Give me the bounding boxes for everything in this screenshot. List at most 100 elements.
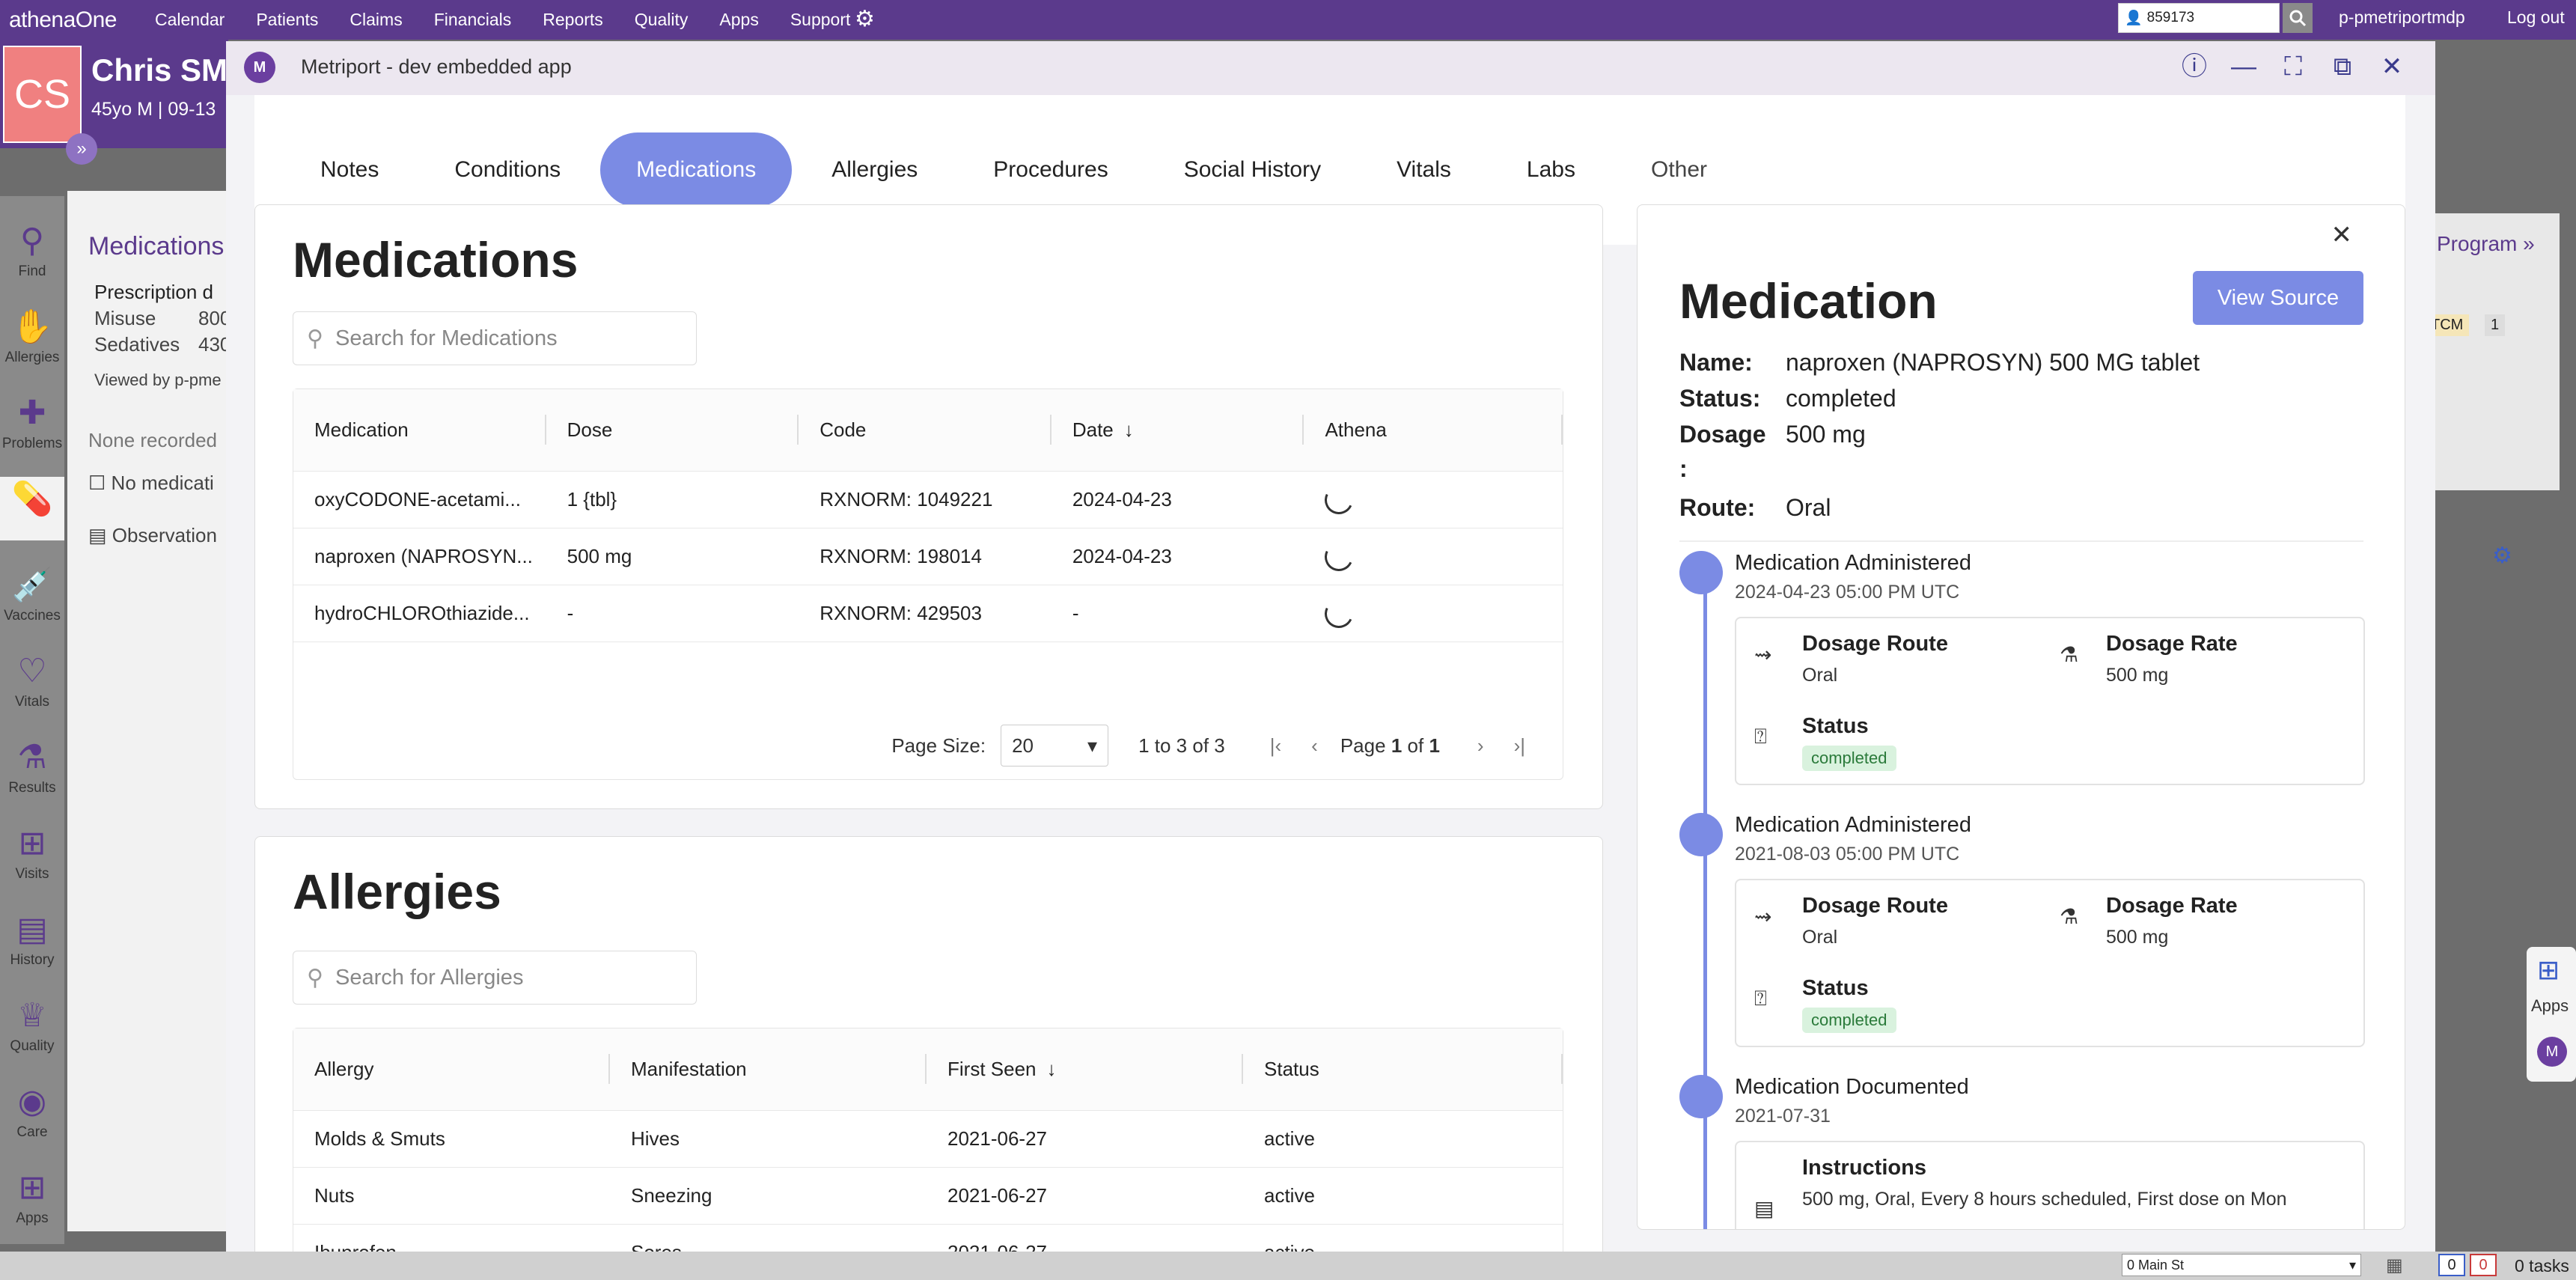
col-code[interactable]: Code — [799, 389, 1052, 471]
popout-icon[interactable]: ⧉ — [2333, 52, 2352, 81]
rail-history[interactable]: ▤ History — [0, 907, 64, 969]
rail-find[interactable]: ⚲ Find — [0, 219, 64, 280]
bg-gear-icon[interactable]: ⚙ — [2492, 543, 2512, 568]
logout-link[interactable]: Log out — [2507, 7, 2565, 27]
calendar-icon[interactable]: ▦ — [2386, 1255, 2403, 1276]
athena-logo[interactable]: athenaOne — [9, 7, 117, 32]
rail-problems[interactable]: ✚ Problems — [0, 391, 64, 452]
rail-allergies[interactable]: ✋ Allergies — [0, 305, 64, 366]
tab-conditions[interactable]: Conditions — [454, 157, 561, 182]
timeline-dot — [1679, 1075, 1723, 1118]
route-label: Route: — [1679, 494, 1756, 521]
patient-search-input[interactable]: 👤 859173 — [2118, 3, 2280, 33]
page-size-select[interactable]: 20 ▾ — [1001, 725, 1109, 767]
tasks-count[interactable]: 0 tasks — [2515, 1256, 2569, 1276]
nav-apps[interactable]: Apps — [719, 10, 759, 29]
rail-vaccines[interactable]: 💉 Vaccines — [0, 563, 64, 624]
patient-avatar[interactable]: CS — [3, 46, 82, 143]
col-athena[interactable]: Athena — [1304, 389, 1563, 471]
allergies-heading: Allergies — [293, 864, 501, 919]
medications-heading: Medications — [293, 232, 579, 287]
loading-spinner-icon — [1321, 595, 1358, 632]
nav-support[interactable]: Support — [790, 10, 851, 29]
medication-dosage: 500 mg — [1786, 421, 1866, 448]
last-page-icon[interactable]: ›| — [1513, 734, 1525, 757]
bg-viewed-by: Viewed by p-pme — [94, 371, 222, 389]
col-date[interactable]: Date ↓ — [1052, 389, 1304, 471]
settings-gear-icon[interactable]: ⚙ — [855, 7, 875, 31]
col-dose[interactable]: Dose — [546, 389, 799, 471]
info-icon[interactable]: ⓘ — [2182, 52, 2207, 81]
col-medication[interactable]: Medication — [293, 389, 546, 471]
rail-quality[interactable]: ♕ Quality — [0, 993, 64, 1055]
rail-vitals[interactable]: ♡ Vitals — [0, 649, 64, 710]
col-allergy[interactable]: Allergy — [293, 1028, 610, 1110]
rail-visits[interactable]: ⊞ Visits — [0, 821, 64, 883]
timeline-line — [1703, 564, 1707, 1229]
prev-page-icon[interactable]: ‹ — [1311, 734, 1318, 757]
table-row[interactable]: Ibuprofen Sores 2021-06-27 active — [293, 1225, 1563, 1252]
rate-icon: ⚗ — [2060, 643, 2079, 666]
view-source-button[interactable]: View Source — [2193, 271, 2363, 325]
close-icon[interactable]: ✕ — [2381, 52, 2403, 81]
left-rail: ⚲ Find ✋ Allergies ✚ Problems 💊 💉 Vaccines ♡… — [0, 196, 64, 1244]
rail-apps[interactable]: ⊞ Apps — [0, 1165, 64, 1227]
tab-vitals[interactable]: Vitals — [1397, 157, 1451, 182]
loading-spinner-icon — [1321, 538, 1358, 575]
nav-reports[interactable]: Reports — [543, 10, 603, 29]
nav-quality[interactable]: Quality — [634, 10, 689, 29]
embedded-app-modal: M Metriport - dev embedded app ⓘ — ⛶ ⧉ ✕… — [226, 41, 2435, 1252]
table-row[interactable]: oxyCODONE-acetami... 1 {tbl} RXNORM: 104… — [293, 472, 1563, 528]
tab-notes[interactable]: Notes — [320, 157, 379, 182]
col-first-seen[interactable]: First Seen ↓ — [927, 1028, 1243, 1110]
col-manifestation[interactable]: Manifestation — [610, 1028, 927, 1110]
table-row[interactable]: naproxen (NAPROSYN... 500 mg RXNORM: 198… — [293, 528, 1563, 585]
bg-sedatives: Sedatives — [94, 333, 180, 356]
current-user[interactable]: p-pmetriportmdp — [2339, 7, 2465, 27]
patient-name: Chris SMI — [91, 52, 236, 88]
table-row[interactable]: Nuts Sneezing 2021-06-27 active — [293, 1168, 1563, 1225]
col-status[interactable]: Status — [1243, 1028, 1563, 1110]
tab-medications[interactable]: Medications — [600, 132, 793, 207]
allergies-search-input[interactable]: ⚲ Search for Allergies — [293, 951, 697, 1005]
nav-financials[interactable]: Financials — [433, 10, 512, 29]
next-page-icon[interactable]: › — [1477, 734, 1484, 757]
tab-social-history[interactable]: Social History — [1183, 157, 1322, 182]
tab-other[interactable]: Other — [1650, 157, 1708, 182]
loading-spinner-icon — [1321, 481, 1358, 518]
first-page-icon[interactable]: |‹ — [1269, 734, 1282, 757]
background-medications-panel: Medications Prescription d Misuse 800 Se… — [67, 191, 228, 1231]
tab-allergies[interactable]: Allergies — [831, 157, 918, 182]
find-icon: ⚲ — [19, 222, 45, 259]
tab-labs[interactable]: Labs — [1526, 157, 1575, 182]
table-row[interactable]: Molds & Smuts Hives 2021-06-27 active — [293, 1111, 1563, 1168]
bg-section-title: Medications — [88, 232, 225, 260]
table-row[interactable]: hydroCHLOROthiazide... - RXNORM: 429503 … — [293, 585, 1563, 642]
close-detail-icon[interactable]: ✕ — [2331, 221, 2353, 249]
rail-medications[interactable]: 💊 — [0, 477, 64, 540]
location-select[interactable]: 0 Main St ▾ — [2122, 1254, 2361, 1276]
medications-search-input[interactable]: ⚲ Search for Medications — [293, 311, 697, 365]
nav-calendar[interactable]: Calendar — [154, 10, 225, 29]
instructions-icon: ▤ — [1754, 1197, 1774, 1220]
expand-chevron-icon[interactable]: » — [66, 133, 97, 165]
tab-procedures[interactable]: Procedures — [993, 157, 1108, 182]
minimize-icon[interactable]: — — [2231, 52, 2256, 81]
bg-no-medication-checkbox[interactable]: ☐ No medicati — [88, 472, 214, 494]
apps-side-panel[interactable]: ⊞ Apps M — [2527, 947, 2576, 1082]
search-button[interactable] — [2283, 3, 2313, 33]
alert-count-badge[interactable]: 0 — [2470, 1254, 2497, 1276]
bg-observation[interactable]: ▤ Observation — [88, 524, 217, 546]
count-badge[interactable]: 0 — [2438, 1254, 2465, 1276]
rail-results[interactable]: ⚗ Results — [0, 735, 64, 796]
modal-header: M Metriport - dev embedded app ⓘ — ⛶ ⧉ ✕ — [226, 41, 2435, 95]
event-card: ⇝ Dosage Route Oral ⚗ Dosage Rate 500 mg… — [1735, 879, 2365, 1047]
nav-claims[interactable]: Claims — [350, 10, 403, 29]
rail-care[interactable]: ◉ Care — [0, 1079, 64, 1141]
nav-patients[interactable]: Patients — [256, 10, 319, 29]
bg-program-link[interactable]: Program » — [2437, 232, 2535, 255]
event-title: Medication Documented — [1735, 1075, 1969, 1099]
maximize-icon[interactable]: ⛶ — [2284, 52, 2302, 81]
allergies-icon: ✋ — [11, 308, 53, 345]
metriport-app-icon[interactable]: M — [2537, 1037, 2567, 1067]
